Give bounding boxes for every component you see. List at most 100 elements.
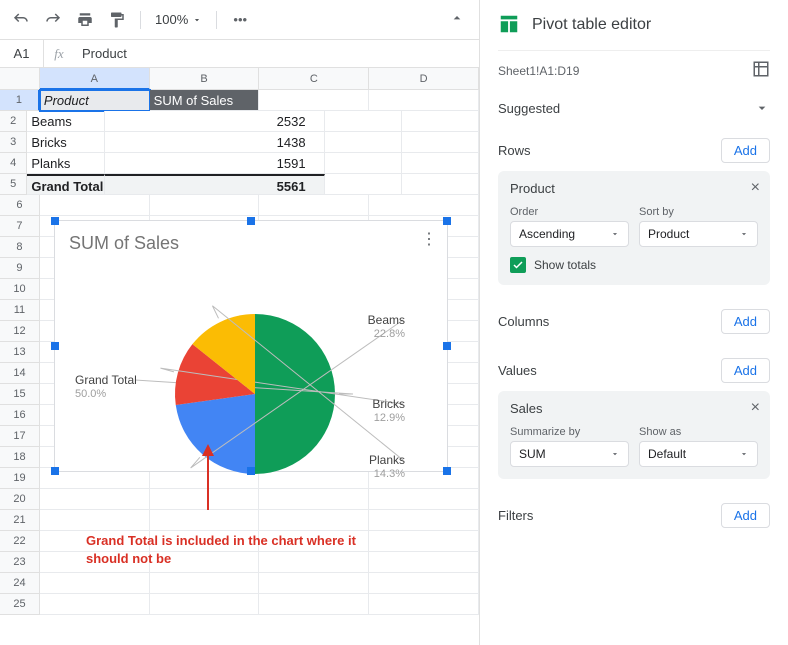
row-header[interactable]: 20 [0, 489, 40, 510]
cell[interactable]: 1591 [105, 153, 325, 174]
cell[interactable] [40, 573, 150, 594]
add-rows-button[interactable]: Add [721, 138, 770, 163]
add-values-button[interactable]: Add [721, 358, 770, 383]
redo-icon[interactable] [40, 7, 66, 33]
cell[interactable] [369, 90, 479, 111]
cell[interactable]: Planks [27, 153, 104, 174]
cell[interactable] [402, 153, 479, 174]
sortby-select[interactable]: Product [639, 221, 758, 247]
row-header[interactable]: 6 [0, 195, 40, 216]
cell[interactable]: Bricks [27, 132, 104, 153]
cell[interactable] [259, 573, 369, 594]
cell[interactable] [402, 132, 479, 153]
row-header[interactable]: 9 [0, 258, 40, 279]
row-header[interactable]: 14 [0, 363, 40, 384]
col-header[interactable]: A [40, 68, 150, 90]
chart-menu-icon[interactable]: ⋮ [421, 229, 437, 249]
cell[interactable] [150, 594, 260, 615]
cell[interactable] [150, 195, 260, 216]
cell[interactable] [369, 552, 479, 573]
zoom-dropdown[interactable]: 100% [151, 12, 206, 27]
formula-input[interactable]: Product [74, 46, 479, 61]
cell[interactable] [369, 195, 479, 216]
cell[interactable]: SUM of Sales [150, 90, 260, 111]
add-columns-button[interactable]: Add [721, 309, 770, 334]
cell[interactable] [369, 531, 479, 552]
resize-handle[interactable] [247, 217, 255, 225]
row-header[interactable]: 18 [0, 447, 40, 468]
cell[interactable] [259, 594, 369, 615]
resize-handle[interactable] [51, 217, 59, 225]
row-header[interactable]: 24 [0, 573, 40, 594]
row-header[interactable]: 8 [0, 237, 40, 258]
cell[interactable] [402, 174, 479, 195]
cell[interactable]: 2532 [105, 111, 325, 132]
row-header[interactable]: 2 [0, 111, 27, 132]
cell[interactable] [325, 132, 402, 153]
show-totals-checkbox[interactable] [510, 257, 526, 273]
row-header[interactable]: 22 [0, 531, 40, 552]
cell[interactable] [259, 195, 369, 216]
resize-handle[interactable] [247, 467, 255, 475]
row-header[interactable]: 11 [0, 300, 40, 321]
resize-handle[interactable] [51, 467, 59, 475]
cell[interactable] [40, 195, 150, 216]
row-header[interactable]: 17 [0, 426, 40, 447]
undo-icon[interactable] [8, 7, 34, 33]
order-select[interactable]: Ascending [510, 221, 629, 247]
cell[interactable] [369, 573, 479, 594]
cell[interactable] [325, 111, 402, 132]
summarize-select[interactable]: SUM [510, 441, 629, 467]
cell[interactable] [325, 153, 402, 174]
close-icon[interactable]: × [751, 179, 760, 197]
row-header[interactable]: 19 [0, 468, 40, 489]
cell[interactable] [369, 510, 479, 531]
col-header[interactable]: B [150, 68, 260, 90]
cell[interactable] [325, 174, 402, 195]
data-range[interactable]: Sheet1!A1:D19 [498, 64, 579, 78]
resize-handle[interactable] [51, 342, 59, 350]
cell[interactable]: Beams [27, 111, 104, 132]
cell[interactable] [369, 489, 479, 510]
pie-chart[interactable]: SUM of Sales ⋮ Grand Total50.0%Beams22.8… [54, 220, 448, 472]
row-header[interactable]: 25 [0, 594, 40, 615]
add-filters-button[interactable]: Add [721, 503, 770, 528]
cell[interactable] [259, 90, 369, 111]
row-header[interactable]: 15 [0, 384, 40, 405]
resize-handle[interactable] [443, 342, 451, 350]
name-box[interactable]: A1 [0, 40, 44, 67]
paint-format-icon[interactable] [104, 7, 130, 33]
row-header[interactable]: 4 [0, 153, 27, 174]
row-header[interactable]: 7 [0, 216, 40, 237]
collapse-toolbar-icon[interactable] [259, 10, 471, 29]
showas-select[interactable]: Default [639, 441, 758, 467]
row-header[interactable]: 1 [0, 90, 40, 111]
cell[interactable] [150, 573, 260, 594]
resize-handle[interactable] [443, 467, 451, 475]
cell[interactable] [369, 594, 479, 615]
row-header[interactable]: 10 [0, 279, 40, 300]
row-header[interactable]: 21 [0, 510, 40, 531]
formula-bar: A1 fx Product [0, 40, 479, 68]
print-icon[interactable] [72, 7, 98, 33]
more-icon[interactable]: ••• [227, 7, 253, 33]
row-header[interactable]: 13 [0, 342, 40, 363]
select-range-icon[interactable] [752, 60, 770, 81]
row-header[interactable]: 12 [0, 321, 40, 342]
col-header[interactable]: D [369, 68, 479, 90]
row-header[interactable]: 3 [0, 132, 27, 153]
cell[interactable]: 1438 [105, 132, 325, 153]
cell[interactable] [402, 111, 479, 132]
sheet-area[interactable]: ABCD1ProductSUM of Sales2Beams25323Brick… [0, 68, 479, 645]
cell[interactable] [40, 594, 150, 615]
col-header[interactable]: C [259, 68, 369, 90]
cell[interactable]: Product [40, 90, 150, 111]
cell[interactable]: Grand Total [27, 174, 104, 195]
suggested-section[interactable]: Suggested [498, 90, 770, 126]
row-header[interactable]: 23 [0, 552, 40, 573]
row-header[interactable]: 5 [0, 174, 27, 195]
row-header[interactable]: 16 [0, 405, 40, 426]
cell[interactable]: 5561 [105, 174, 325, 195]
resize-handle[interactable] [443, 217, 451, 225]
close-icon[interactable]: × [751, 399, 760, 417]
